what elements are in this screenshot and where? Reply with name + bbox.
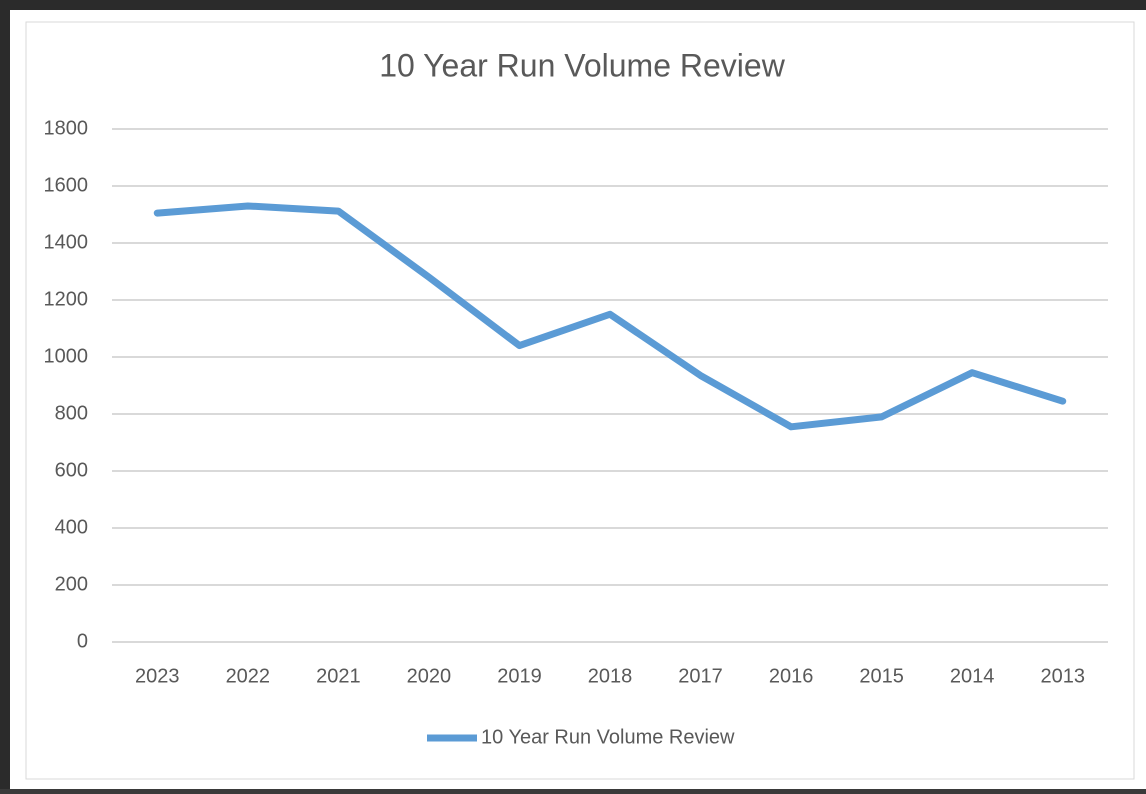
- x-tick-label: 2018: [588, 665, 633, 687]
- chart-title: 10 Year Run Volume Review: [379, 47, 785, 83]
- y-tick-label: 400: [55, 516, 88, 538]
- y-tick-label: 0: [77, 630, 88, 652]
- x-tick-label: 2023: [135, 665, 180, 687]
- x-tick-label: 2019: [497, 665, 542, 687]
- legend-label: 10 Year Run Volume Review: [481, 726, 735, 748]
- y-tick-label: 1800: [44, 117, 89, 139]
- x-tick-label: 2020: [407, 665, 452, 687]
- x-tick-label: 2015: [859, 665, 904, 687]
- x-tick-label: 2022: [226, 665, 271, 687]
- y-tick-label: 1000: [44, 345, 89, 367]
- y-tick-label: 1400: [44, 231, 89, 253]
- y-tick-label: 600: [55, 459, 88, 481]
- page: {"chart_data": {"type": "line", "title":…: [0, 0, 1146, 789]
- x-tick-label: 2017: [678, 665, 723, 687]
- x-tick-label: 2016: [769, 665, 814, 687]
- y-tick-label: 800: [55, 402, 88, 424]
- x-tick-label: 2014: [950, 665, 995, 687]
- x-tick-label: 2013: [1040, 665, 1085, 687]
- y-tick-label: 1600: [44, 174, 89, 196]
- y-tick-label: 1200: [44, 288, 89, 310]
- y-tick-label: 200: [55, 573, 88, 595]
- x-tick-label: 2021: [316, 665, 361, 687]
- chart: 10 Year Run Volume Review 0 200 400 600 800 1…: [0, 0, 1146, 789]
